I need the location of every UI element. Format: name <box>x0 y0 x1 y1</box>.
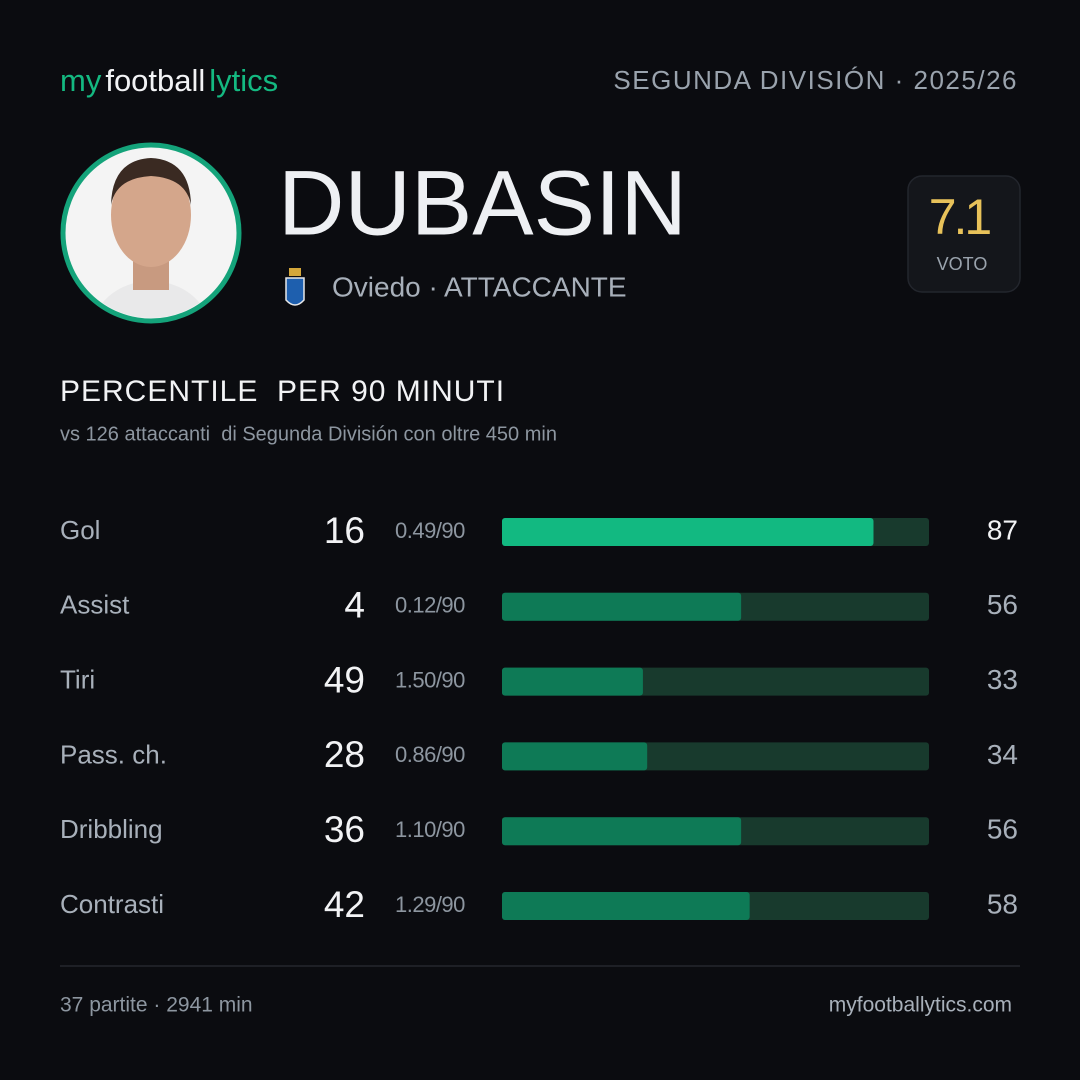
rating: 7.1 <box>929 189 991 245</box>
row-total: 36 <box>324 809 365 850</box>
percentile-label: 58 <box>987 888 1018 919</box>
percentile-label: 56 <box>987 814 1018 845</box>
row-label: Tiri <box>60 664 95 694</box>
bar <box>502 817 742 846</box>
bar <box>502 518 874 546</box>
percentile-label: 87 <box>987 514 1018 545</box>
brand-part: lytics <box>209 63 278 98</box>
footer-right: myfootballytics.com <box>829 994 1012 1017</box>
bar <box>502 592 742 621</box>
row-label: Dribbling <box>60 814 163 844</box>
section-subtitle: vs 126 attaccanti di Segunda División co… <box>60 423 557 445</box>
bar <box>502 742 648 771</box>
brand-part: football <box>105 63 205 98</box>
row-label: Contrasti <box>60 889 164 919</box>
brand: my football lytics <box>60 63 278 98</box>
bar <box>502 667 643 696</box>
row-label: Assist <box>60 590 130 620</box>
row-total: 16 <box>324 510 365 551</box>
rating-box <box>907 175 1021 293</box>
competition: SEGUNDA DIVISIÓN · 2025/26 <box>613 65 1018 95</box>
row-total: 4 <box>344 585 365 626</box>
brand-part: my <box>60 63 102 98</box>
row-total: 42 <box>324 884 365 925</box>
section-title: PERCENTILE PER 90 MINUTI <box>60 375 505 408</box>
row-total: 28 <box>324 734 365 775</box>
team-crest <box>285 268 305 306</box>
row-per90: 1.10/90 <box>395 817 465 842</box>
player-name: DUBASIN <box>278 152 687 254</box>
row-per90: 1.29/90 <box>395 892 465 917</box>
team-role: Oviedo · ATTACCANTE <box>332 271 627 302</box>
percentile-label: 56 <box>987 589 1018 620</box>
row-per90: 0.49/90 <box>395 518 465 543</box>
player-photo <box>60 142 242 324</box>
bar <box>502 892 750 920</box>
percentile-label: 33 <box>987 664 1018 695</box>
percentile-label: 34 <box>987 739 1018 770</box>
rating-label: VOTO <box>937 254 988 274</box>
row-total: 49 <box>324 659 365 700</box>
footer-left: 37 partite · 2941 min <box>60 994 253 1017</box>
row-per90: 0.86/90 <box>395 742 465 767</box>
row-label: Pass. ch. <box>60 739 167 769</box>
row-per90: 0.12/90 <box>395 593 465 618</box>
row-per90: 1.50/90 <box>395 667 465 692</box>
rows: Gol 16 0.49/90 87 Assist 4 0.12/90 56 Tiri 49 1.50… <box>60 510 1018 925</box>
row-label: Gol <box>60 515 100 545</box>
